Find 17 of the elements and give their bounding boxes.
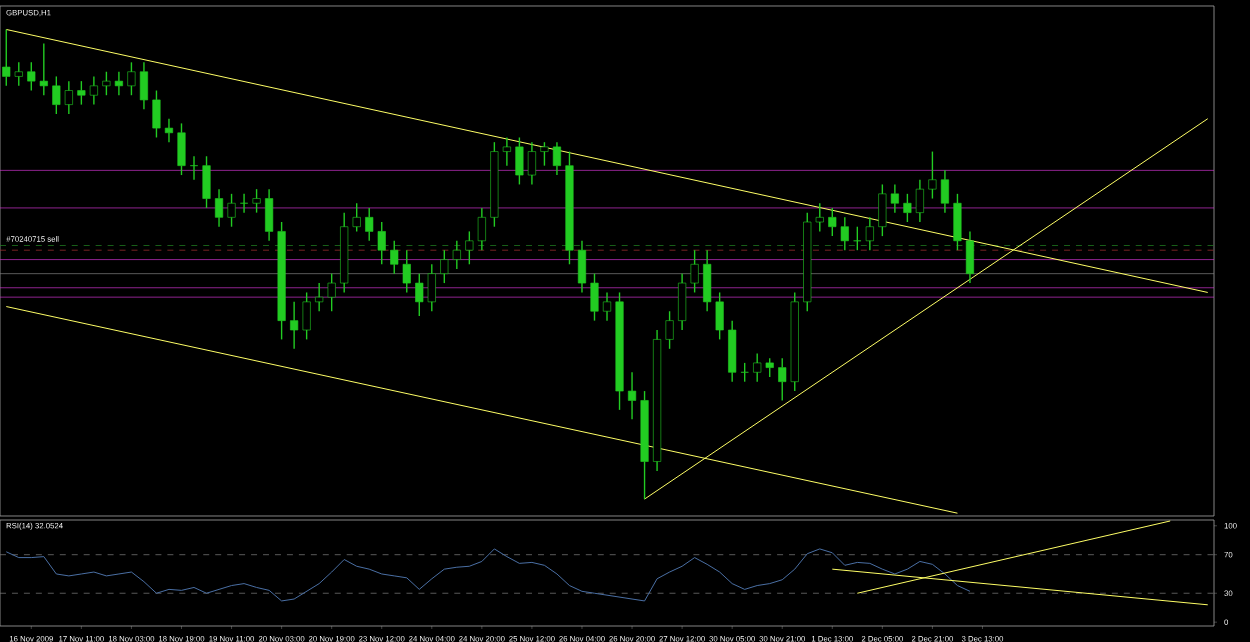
candlestick xyxy=(265,188,274,242)
candlestick xyxy=(627,371,637,420)
candlestick xyxy=(139,61,148,110)
candlestick xyxy=(653,329,662,472)
candlestick xyxy=(577,240,587,294)
candlestick xyxy=(728,319,737,383)
candlestick xyxy=(840,216,849,251)
candlestick xyxy=(965,230,975,284)
candlestick xyxy=(602,291,612,322)
candlestick xyxy=(164,118,174,143)
candlestick xyxy=(865,216,874,251)
candlestick xyxy=(527,141,536,186)
candlestick xyxy=(214,188,224,228)
candlestick xyxy=(552,141,562,176)
candlestick xyxy=(114,71,123,96)
candlestick xyxy=(315,282,324,312)
candlestick xyxy=(940,169,949,214)
